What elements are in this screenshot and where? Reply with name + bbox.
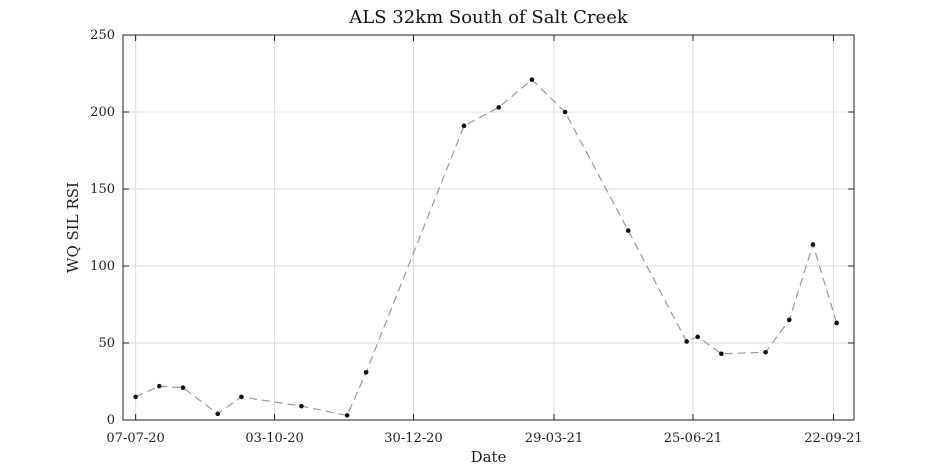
data-point [180, 385, 186, 390]
y-tick-label: 100 [90, 259, 115, 274]
data-point [157, 383, 162, 389]
x-tick-label: 22-09-21 [804, 431, 862, 446]
y-tick-label: 0 [107, 413, 115, 428]
x-tick-label: 29-03-21 [525, 431, 583, 446]
y-tick-label: 150 [90, 182, 115, 197]
x-axis-label: Date [471, 448, 507, 466]
data-point [562, 109, 568, 115]
y-tick-label: 250 [90, 28, 115, 43]
data-point [344, 413, 350, 418]
x-tick-label: 30-12-20 [384, 431, 442, 446]
data-point [363, 369, 369, 375]
data-point [529, 77, 535, 82]
y-axis-label: WQ SIL RSI [64, 182, 82, 273]
data-point [763, 349, 768, 355]
data-point [133, 394, 138, 400]
data-point [299, 403, 304, 409]
data-point [695, 334, 700, 340]
data-point [215, 411, 221, 417]
plot-frame [122, 34, 855, 421]
data-point [719, 351, 724, 357]
data-point [786, 317, 792, 323]
series-group [133, 77, 839, 418]
data-point [684, 339, 689, 344]
x-tick-label: 03-10-20 [245, 431, 303, 446]
data-point [461, 123, 467, 129]
x-tick-label: 07-07-20 [106, 431, 164, 446]
y-tick-labels: 0 50 100 150 200 250 [90, 28, 115, 428]
x-tick-label: 25-06-21 [664, 431, 722, 446]
y-tick-label: 200 [90, 105, 115, 120]
chart-title: ALS 32km South of Salt Creek [348, 7, 629, 28]
y-tick-label: 50 [98, 336, 115, 351]
ticks [123, 34, 854, 421]
data-point [496, 105, 502, 110]
data-point [239, 394, 244, 400]
data-point [834, 320, 839, 326]
series-line [135, 78, 838, 417]
data-point [810, 242, 816, 247]
data-point [625, 228, 631, 233]
x-tick-labels: 07-07-20 03-10-20 30-12-20 29-03-21 25-06-21… [106, 431, 862, 446]
